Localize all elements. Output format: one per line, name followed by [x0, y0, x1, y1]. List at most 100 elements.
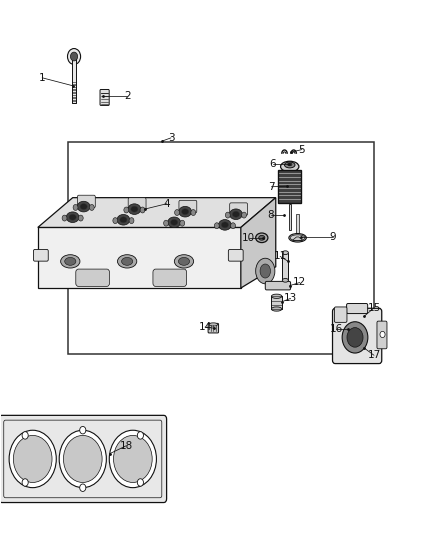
Ellipse shape: [131, 206, 138, 212]
Circle shape: [73, 205, 78, 211]
Text: 15: 15: [367, 303, 381, 313]
FancyBboxPatch shape: [153, 269, 187, 286]
Ellipse shape: [209, 323, 218, 326]
Ellipse shape: [288, 163, 292, 166]
Circle shape: [71, 52, 78, 61]
FancyBboxPatch shape: [346, 303, 367, 313]
Polygon shape: [241, 198, 276, 288]
Ellipse shape: [80, 204, 87, 209]
FancyBboxPatch shape: [179, 200, 197, 213]
FancyBboxPatch shape: [78, 195, 95, 208]
Text: 10: 10: [242, 233, 255, 243]
Ellipse shape: [256, 259, 275, 284]
Ellipse shape: [66, 212, 79, 223]
Ellipse shape: [128, 204, 141, 214]
Ellipse shape: [281, 161, 299, 172]
Circle shape: [140, 207, 145, 213]
Circle shape: [380, 332, 385, 337]
Text: 1: 1: [39, 73, 46, 83]
Circle shape: [214, 223, 219, 229]
Bar: [289, 204, 291, 230]
Text: 6: 6: [269, 159, 276, 169]
Text: 17: 17: [367, 350, 381, 360]
Ellipse shape: [259, 236, 265, 240]
Circle shape: [138, 479, 144, 486]
Circle shape: [109, 430, 156, 488]
Ellipse shape: [168, 217, 180, 228]
Text: 14: 14: [198, 322, 212, 332]
Ellipse shape: [171, 220, 178, 225]
Ellipse shape: [174, 255, 194, 268]
Circle shape: [230, 223, 236, 229]
Circle shape: [129, 217, 134, 223]
Circle shape: [242, 212, 247, 218]
Text: 5: 5: [299, 144, 305, 155]
Ellipse shape: [230, 209, 242, 220]
Circle shape: [342, 322, 368, 353]
Ellipse shape: [122, 257, 133, 265]
Bar: [272, 296, 282, 309]
Ellipse shape: [69, 214, 76, 220]
Ellipse shape: [117, 255, 137, 268]
Polygon shape: [38, 228, 241, 288]
Text: 11: 11: [273, 252, 287, 261]
Text: 7: 7: [268, 182, 275, 192]
FancyBboxPatch shape: [33, 249, 48, 261]
Ellipse shape: [120, 217, 127, 223]
Text: 4: 4: [163, 199, 170, 209]
Ellipse shape: [233, 211, 240, 217]
Circle shape: [175, 209, 180, 215]
FancyBboxPatch shape: [128, 198, 146, 211]
Ellipse shape: [179, 206, 191, 217]
Ellipse shape: [289, 233, 306, 242]
Circle shape: [67, 49, 81, 64]
Ellipse shape: [272, 294, 282, 298]
Circle shape: [14, 435, 52, 482]
Ellipse shape: [260, 264, 271, 278]
Bar: [68, 142, 374, 354]
FancyBboxPatch shape: [228, 249, 243, 261]
Polygon shape: [292, 237, 303, 240]
Bar: [283, 253, 288, 280]
Ellipse shape: [178, 257, 190, 265]
Ellipse shape: [65, 257, 76, 265]
Circle shape: [80, 484, 86, 491]
Ellipse shape: [283, 278, 288, 282]
FancyBboxPatch shape: [332, 308, 382, 364]
Text: 18: 18: [120, 441, 133, 451]
Circle shape: [226, 212, 230, 218]
FancyBboxPatch shape: [100, 90, 109, 106]
Circle shape: [191, 209, 196, 215]
Circle shape: [64, 435, 102, 482]
Circle shape: [180, 220, 185, 226]
Circle shape: [164, 220, 169, 226]
Ellipse shape: [221, 222, 229, 228]
Circle shape: [89, 205, 94, 211]
Ellipse shape: [182, 209, 189, 215]
Text: 2: 2: [124, 91, 131, 101]
Text: 3: 3: [168, 133, 174, 143]
Bar: [279, 169, 301, 203]
Circle shape: [347, 328, 363, 347]
FancyBboxPatch shape: [76, 269, 110, 286]
Circle shape: [113, 435, 152, 482]
Circle shape: [22, 479, 28, 486]
Text: 13: 13: [284, 293, 297, 303]
Circle shape: [113, 217, 118, 223]
Circle shape: [22, 432, 28, 439]
Bar: [297, 214, 299, 235]
Circle shape: [138, 432, 144, 439]
Text: 9: 9: [329, 232, 336, 242]
Text: 16: 16: [329, 324, 343, 334]
Text: 12: 12: [293, 278, 307, 287]
Ellipse shape: [60, 255, 80, 268]
Bar: [72, 58, 77, 103]
Circle shape: [62, 215, 67, 221]
FancyBboxPatch shape: [208, 324, 219, 333]
Ellipse shape: [272, 307, 282, 311]
Circle shape: [78, 215, 83, 221]
Circle shape: [124, 207, 129, 213]
Text: 8: 8: [267, 210, 274, 220]
FancyBboxPatch shape: [265, 281, 290, 290]
Circle shape: [80, 426, 86, 434]
